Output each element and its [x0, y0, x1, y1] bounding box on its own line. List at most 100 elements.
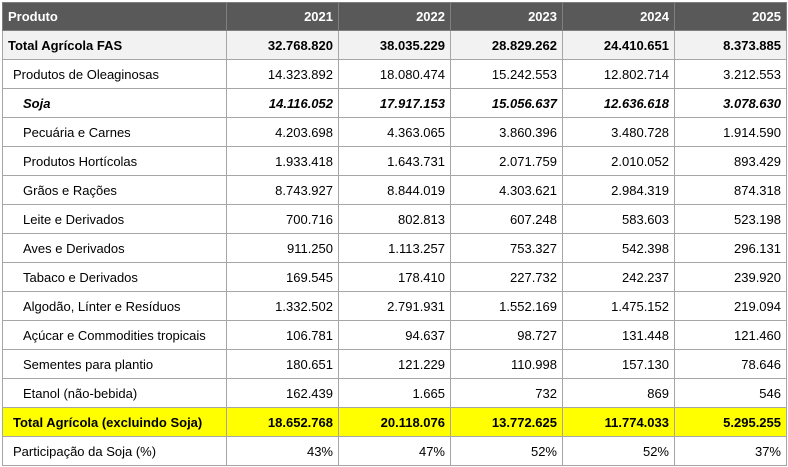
cell-2024: 131.448: [562, 320, 675, 350]
cell-2024: 869: [562, 378, 675, 408]
table-row-horticolas: Produtos Hortícolas 1.933.418 1.643.731 …: [2, 146, 787, 176]
row-label: Etanol (não-bebida): [2, 378, 227, 408]
cell-2021: 1.332.502: [226, 291, 339, 321]
row-label: Soja: [2, 88, 227, 118]
table-row-tabaco: Tabaco e Derivados 169.545 178.410 227.7…: [2, 262, 787, 292]
cell-2025: 3.078.630: [674, 88, 787, 118]
cell-2024: 2.010.052: [562, 146, 675, 176]
cell-2025: 5.295.255: [674, 407, 787, 437]
cell-2023: 98.727: [450, 320, 563, 350]
cell-2024: 583.603: [562, 204, 675, 234]
cell-2022: 2.791.931: [338, 291, 451, 321]
cell-2021: 32.768.820: [226, 30, 339, 60]
cell-2022: 18.080.474: [338, 59, 451, 89]
cell-2024: 12.802.714: [562, 59, 675, 89]
cell-2023: 227.732: [450, 262, 563, 292]
cell-2025: 893.429: [674, 146, 787, 176]
cell-2022: 94.637: [338, 320, 451, 350]
table-row-aves: Aves e Derivados 911.250 1.113.257 753.3…: [2, 233, 787, 263]
cell-2021: 14.323.892: [226, 59, 339, 89]
row-label: Aves e Derivados: [2, 233, 227, 263]
cell-2022: 20.118.076: [338, 407, 451, 437]
cell-2023: 13.772.625: [450, 407, 563, 437]
table-header: Produto 2021 2022 2023 2024 2025: [2, 2, 787, 31]
cell-2024: 157.130: [562, 349, 675, 379]
cell-2022: 802.813: [338, 204, 451, 234]
header-year-2025: 2025: [674, 2, 787, 31]
cell-2022: 47%: [338, 436, 451, 466]
header-year-2023: 2023: [450, 2, 563, 31]
cell-2023: 1.552.169: [450, 291, 563, 321]
cell-2021: 911.250: [226, 233, 339, 263]
row-label: Açúcar e Commodities tropicais: [2, 320, 227, 350]
header-year-2022: 2022: [338, 2, 451, 31]
cell-2023: 28.829.262: [450, 30, 563, 60]
cell-2021: 18.652.768: [226, 407, 339, 437]
cell-2025: 8.373.885: [674, 30, 787, 60]
cell-2025: 78.646: [674, 349, 787, 379]
cell-2025: 121.460: [674, 320, 787, 350]
cell-2025: 546: [674, 378, 787, 408]
cell-2025: 219.094: [674, 291, 787, 321]
cell-2024: 242.237: [562, 262, 675, 292]
row-label: Total Agrícola (excluindo Soja): [2, 407, 227, 437]
cell-2025: 1.914.590: [674, 117, 787, 147]
header-produto: Produto: [2, 2, 227, 31]
cell-2021: 180.651: [226, 349, 339, 379]
cell-2024: 2.984.319: [562, 175, 675, 205]
table-row-participacao-soja: Participação da Soja (%) 43% 47% 52% 52%…: [2, 436, 787, 466]
table-row-pecuaria: Pecuária e Carnes 4.203.698 4.363.065 3.…: [2, 117, 787, 147]
cell-2024: 11.774.033: [562, 407, 675, 437]
table-row-sementes: Sementes para plantio 180.651 121.229 11…: [2, 349, 787, 379]
row-label: Total Agrícola FAS: [2, 30, 227, 60]
cell-2022: 121.229: [338, 349, 451, 379]
cell-2025: 296.131: [674, 233, 787, 263]
cell-2025: 37%: [674, 436, 787, 466]
cell-2021: 1.933.418: [226, 146, 339, 176]
cell-2025: 874.318: [674, 175, 787, 205]
table-row-graos: Grãos e Rações 8.743.927 8.844.019 4.303…: [2, 175, 787, 205]
header-row: Produto 2021 2022 2023 2024 2025: [2, 2, 787, 31]
cell-2023: 110.998: [450, 349, 563, 379]
cell-2021: 4.203.698: [226, 117, 339, 147]
cell-2024: 3.480.728: [562, 117, 675, 147]
row-label: Produtos de Oleaginosas: [2, 59, 227, 89]
cell-2024: 542.398: [562, 233, 675, 263]
cell-2021: 162.439: [226, 378, 339, 408]
cell-2024: 52%: [562, 436, 675, 466]
table-row-leite: Leite e Derivados 700.716 802.813 607.24…: [2, 204, 787, 234]
table-row-total-excluindo-soja: Total Agrícola (excluindo Soja) 18.652.7…: [2, 407, 787, 437]
cell-2024: 12.636.618: [562, 88, 675, 118]
cell-2023: 732: [450, 378, 563, 408]
cell-2021: 700.716: [226, 204, 339, 234]
row-label: Participação da Soja (%): [2, 436, 227, 466]
row-label: Pecuária e Carnes: [2, 117, 227, 147]
cell-2023: 15.056.637: [450, 88, 563, 118]
row-label: Algodão, Línter e Resíduos: [2, 291, 227, 321]
table-row-soja: Soja 14.116.052 17.917.153 15.056.637 12…: [2, 88, 787, 118]
header-year-2024: 2024: [562, 2, 675, 31]
header-year-2021: 2021: [226, 2, 339, 31]
cell-2023: 607.248: [450, 204, 563, 234]
cell-2022: 4.363.065: [338, 117, 451, 147]
row-label: Sementes para plantio: [2, 349, 227, 379]
cell-2022: 1.665: [338, 378, 451, 408]
cell-2022: 38.035.229: [338, 30, 451, 60]
cell-2022: 178.410: [338, 262, 451, 292]
cell-2021: 14.116.052: [226, 88, 339, 118]
row-label: Tabaco e Derivados: [2, 262, 227, 292]
cell-2021: 8.743.927: [226, 175, 339, 205]
cell-2021: 169.545: [226, 262, 339, 292]
table-row-total-agricola: Total Agrícola FAS 32.768.820 38.035.229…: [2, 30, 787, 60]
row-label: Grãos e Rações: [2, 175, 227, 205]
cell-2022: 8.844.019: [338, 175, 451, 205]
cell-2022: 17.917.153: [338, 88, 451, 118]
table-row-acucar: Açúcar e Commodities tropicais 106.781 9…: [2, 320, 787, 350]
cell-2023: 4.303.621: [450, 175, 563, 205]
cell-2022: 1.643.731: [338, 146, 451, 176]
cell-2021: 43%: [226, 436, 339, 466]
cell-2025: 523.198: [674, 204, 787, 234]
row-label: Leite e Derivados: [2, 204, 227, 234]
